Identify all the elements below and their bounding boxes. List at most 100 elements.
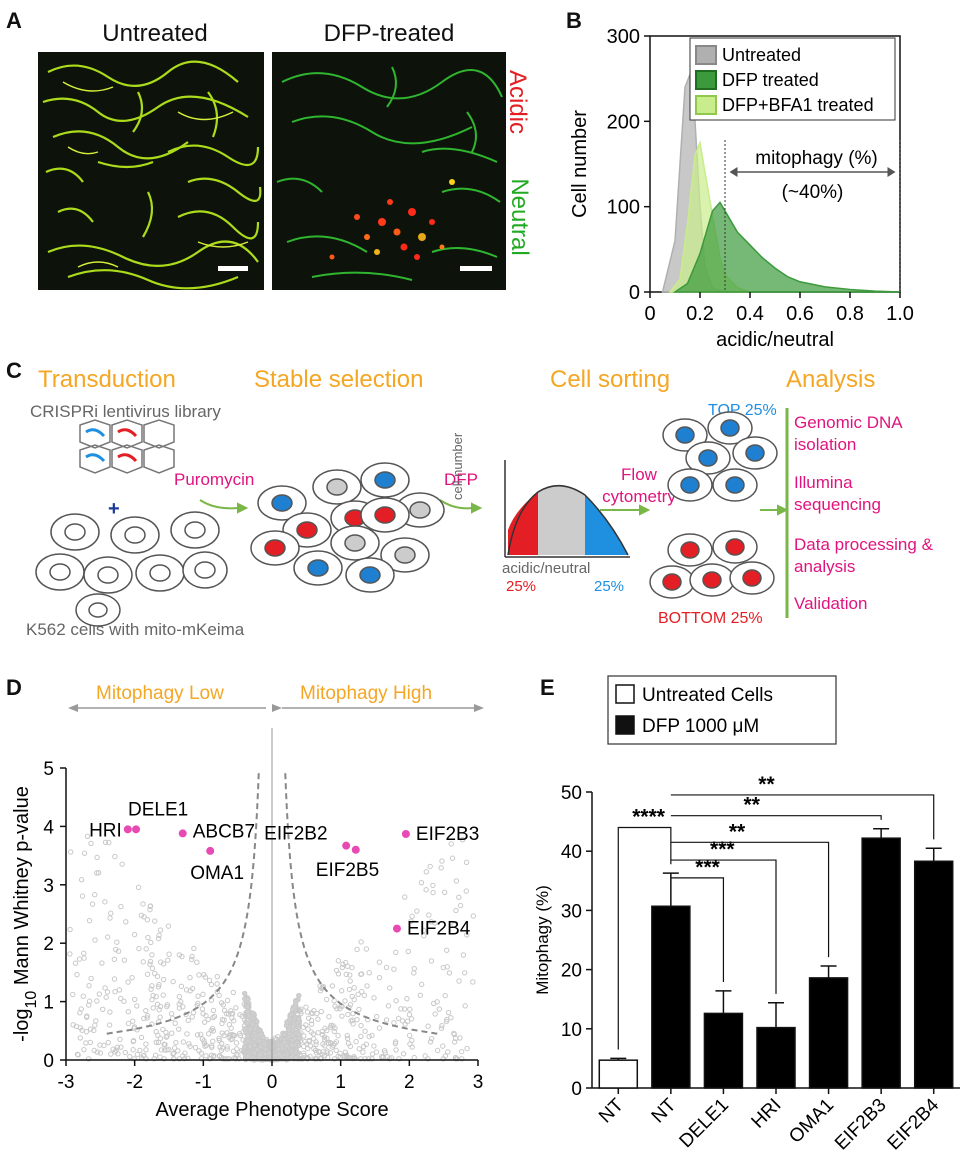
background-point (257, 1052, 263, 1058)
background-point (344, 963, 351, 969)
background-point (423, 869, 430, 875)
background-point (365, 1056, 372, 1062)
background-point (230, 1032, 237, 1038)
x-axis-label: Average Phenotype Score (155, 1099, 388, 1121)
background-point (130, 1018, 136, 1024)
background-point (346, 986, 353, 993)
background-point (425, 1056, 431, 1062)
x-tick-label: -2 (126, 1072, 143, 1093)
significance-label-4: ** (744, 794, 761, 817)
background-point (432, 1011, 438, 1017)
background-point (134, 1003, 140, 1009)
histogram-chart-b: 0 0.2 0.4 0.6 0.8 1.0 0 100 200 300 acidic/neutral… (569, 26, 914, 351)
background-point (201, 1038, 207, 1044)
background-point (156, 982, 162, 988)
background-point (420, 927, 427, 934)
background-point (78, 877, 85, 883)
background-point (105, 1039, 111, 1046)
background-point (158, 1047, 165, 1053)
background-point (106, 839, 112, 846)
background-point (293, 1054, 299, 1061)
background-point (72, 960, 79, 966)
background-point (275, 1046, 281, 1052)
background-point (251, 1050, 258, 1056)
background-point (362, 1056, 368, 1062)
micro-dfp-treated (272, 52, 506, 290)
gate-arrowhead-left (729, 167, 738, 177)
background-point (249, 1021, 256, 1028)
background-point (335, 971, 342, 977)
background-point (222, 1056, 228, 1062)
significance-bracket-0 (617, 826, 672, 1050)
background-point (320, 1049, 326, 1055)
x-tick-label: 1 (335, 1072, 346, 1093)
x-tick-label: EIF2B4 (884, 1094, 944, 1154)
background-point (148, 986, 154, 992)
background-point (443, 947, 450, 953)
background-point (295, 1015, 302, 1022)
background-point (233, 1005, 239, 1011)
background-point (73, 1023, 80, 1030)
background-point (85, 1056, 92, 1062)
background-point (214, 973, 221, 980)
background-point (398, 1006, 404, 1012)
gate-annotation: mitophagy (%) (755, 148, 878, 169)
background-point (458, 1048, 465, 1055)
background-point (93, 1018, 99, 1024)
analysis-step-1: Genomic DNA isolation (794, 413, 902, 454)
background-point (96, 991, 103, 997)
x-tick-label: 0.6 (786, 303, 814, 325)
background-point (369, 1056, 375, 1062)
gene-point-eif2b5 (351, 845, 360, 854)
scatter-cloud (67, 833, 477, 1063)
legend-swatch-dfp (615, 715, 635, 735)
y-tick-label: 20 (561, 961, 582, 982)
background-point (430, 889, 436, 896)
x-tick-label: -3 (58, 1072, 75, 1093)
background-point (83, 1040, 89, 1046)
y-tick-label: 4 (43, 817, 54, 838)
background-point (245, 1033, 251, 1039)
background-point (172, 1020, 178, 1027)
background-point (361, 992, 367, 999)
background-point (208, 981, 215, 988)
y-tick-label: 300 (607, 26, 640, 48)
background-point (343, 971, 349, 978)
background-point (106, 1022, 113, 1028)
x-tick-label: 2 (404, 1072, 415, 1093)
background-point (191, 945, 197, 952)
background-point (315, 1029, 321, 1036)
background-point (245, 1038, 251, 1044)
background-point (155, 935, 162, 942)
background-point (459, 837, 466, 843)
background-point (442, 992, 448, 999)
top-cells (662, 411, 778, 502)
background-point (97, 1050, 104, 1056)
background-point (353, 1038, 359, 1045)
background-point (442, 1053, 449, 1059)
background-point (288, 1011, 295, 1018)
background-point (143, 946, 149, 952)
step-stable-selection: Stable selection (254, 366, 424, 393)
background-point (276, 1051, 282, 1057)
background-point (75, 1052, 81, 1058)
background-point (347, 972, 353, 978)
y-tick-label: 3 (43, 876, 54, 897)
background-point (359, 988, 365, 995)
micro-untreated (38, 52, 264, 290)
background-point (165, 957, 171, 963)
background-point (67, 926, 73, 933)
background-point (198, 1031, 204, 1038)
background-point (147, 906, 153, 913)
x-tick-label: EIF2B3 (831, 1095, 891, 1155)
background-point (366, 1033, 372, 1040)
gene-label-abcb7: ABCB7 (193, 821, 255, 842)
background-point (344, 1035, 351, 1042)
background-point (190, 1009, 197, 1016)
x-tick-label: 1.0 (886, 303, 914, 325)
significance-bracket-2 (670, 859, 777, 994)
significance-label-5: ** (758, 773, 775, 796)
step-cell-sorting: Cell sorting (550, 366, 671, 393)
background-point (402, 894, 408, 900)
background-point (314, 1010, 320, 1017)
